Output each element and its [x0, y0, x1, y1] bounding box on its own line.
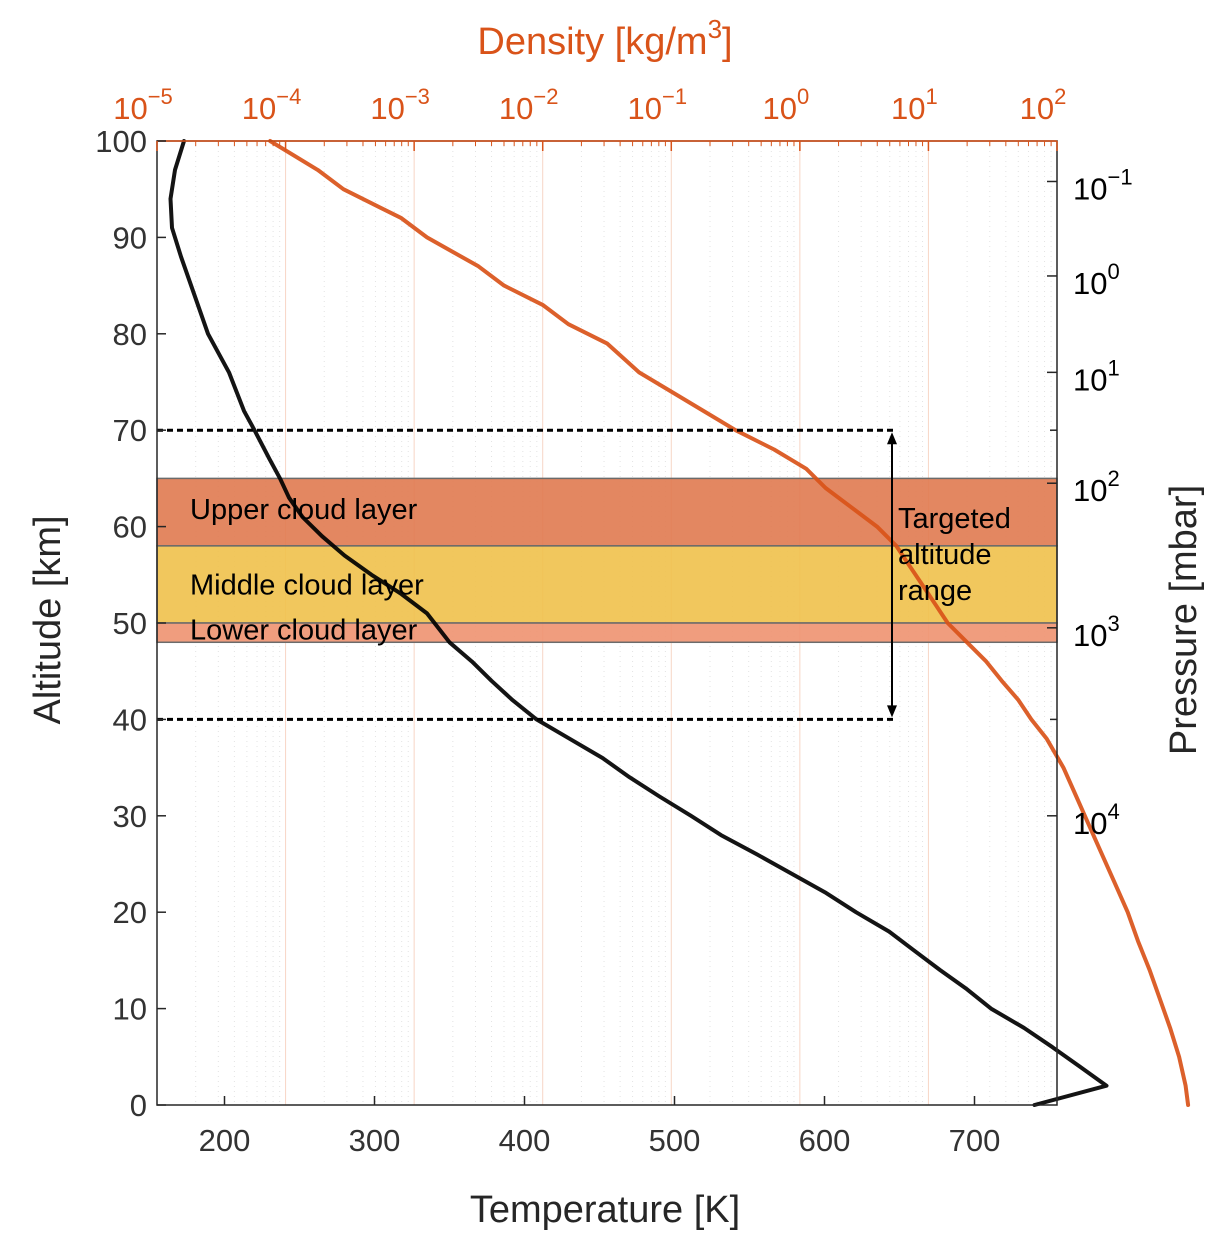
- x2-tick-label: 102: [1020, 84, 1067, 126]
- x2-tick-label: 10−4: [242, 84, 302, 126]
- y2-tick-label: 10−1: [1073, 164, 1133, 206]
- y2-tick-label: 103: [1073, 611, 1120, 653]
- range-arrow-head-bottom: [887, 705, 897, 718]
- range-arrow-head-top: [887, 432, 897, 445]
- x-tick-label: 400: [499, 1123, 551, 1158]
- y-tick-label: 80: [113, 317, 147, 352]
- y-tick-label: 90: [113, 220, 147, 255]
- y2-tick-label: 104: [1073, 799, 1120, 841]
- data-series: [168, 139, 1191, 1107]
- x-tick-label: 600: [799, 1123, 851, 1158]
- x-tick-label: 200: [199, 1123, 251, 1158]
- x-axis-title: Temperature [K]: [470, 1189, 740, 1231]
- range-label-line: Targeted: [898, 503, 1011, 535]
- y-axis-title: Altitude [km]: [27, 515, 69, 724]
- y-tick-label: 30: [113, 799, 147, 834]
- y-tick-label: 10: [113, 992, 147, 1027]
- x2-tick-label: 10−3: [370, 84, 430, 126]
- x2-tick-label: 100: [762, 84, 809, 126]
- y-tick-label: 40: [113, 702, 147, 737]
- y-tick-label: 70: [113, 413, 147, 448]
- axis-labels: Temperature [K] Altitude [km] Pressure […: [27, 14, 1205, 1231]
- x2-axis-title: Density [kg/m3]: [477, 14, 732, 63]
- x-tick-label: 700: [949, 1123, 1001, 1158]
- y2-tick-label: 100: [1073, 259, 1120, 301]
- axes: 200 300 400 500 600 700 0 10 20 30 40 50 60 70 80 90 100…: [95, 84, 1132, 1158]
- range-label-line: altitude: [898, 539, 992, 571]
- x2-axis-title-sup: 3: [708, 14, 722, 44]
- y2-tick-label: 101: [1073, 355, 1120, 397]
- y-tick-label: 20: [113, 895, 147, 930]
- x-tick-label: 300: [349, 1123, 401, 1158]
- y2-tick-label: 102: [1073, 466, 1120, 508]
- x-tick-label: 500: [649, 1123, 701, 1158]
- x2-axis-title-end: ]: [722, 21, 733, 63]
- x2-axis-title-base: Density [kg/m: [477, 21, 707, 63]
- x2-tick-label: 10−2: [499, 84, 559, 126]
- y2-axis-title: Pressure [mbar]: [1163, 485, 1205, 755]
- y-tick-label: 50: [113, 606, 147, 641]
- y-tick-label: 60: [113, 510, 147, 545]
- targeted-altitude-range: Targeted altitude range: [157, 428, 1011, 721]
- x2-tick-label: 10−5: [113, 84, 173, 126]
- x2-tick-label: 101: [891, 84, 938, 126]
- cloud-layer-label: Upper cloud layer: [190, 494, 418, 526]
- x2-tick-label: 10−1: [627, 84, 687, 126]
- y-tick-label: 0: [130, 1088, 147, 1123]
- range-label-line: range: [898, 575, 972, 607]
- density-line: [268, 139, 1191, 1107]
- cloud-layer-band: [156, 477, 1058, 547]
- cloud-layer-label: Lower cloud layer: [190, 615, 418, 647]
- temperature-line: [168, 139, 1109, 1107]
- y-tick-label: 100: [95, 124, 147, 159]
